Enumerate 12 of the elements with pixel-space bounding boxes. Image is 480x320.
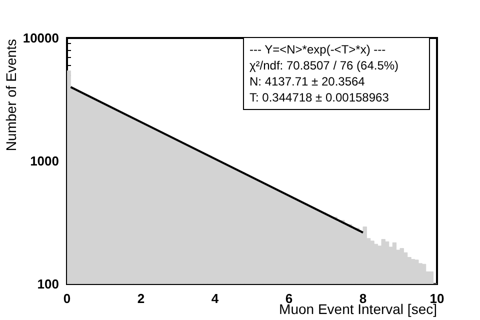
annotation: --- Y=<N>*exp(-<T>*x) --- xyxy=(250,42,386,56)
y-tick-label: 1000 xyxy=(30,154,59,168)
y-tick-label: 100 xyxy=(37,276,59,292)
x-tick-label: 2 xyxy=(137,291,145,306)
y-axis-title: Number of Events xyxy=(3,39,19,152)
x-tick-label: 0 xyxy=(63,291,71,306)
annotation: χ²/ndf: 70.8507 / 76 (64.5%) xyxy=(250,58,399,72)
x-tick-label: 8 xyxy=(359,291,367,306)
x-tick-label: 4 xyxy=(211,291,220,306)
annotation: T: 0.344718 ± 0.00158963 xyxy=(250,90,390,104)
annotation: N: 4137.71 ± 20.3564 xyxy=(250,74,366,88)
y-tick-label: 10000 xyxy=(22,30,59,46)
